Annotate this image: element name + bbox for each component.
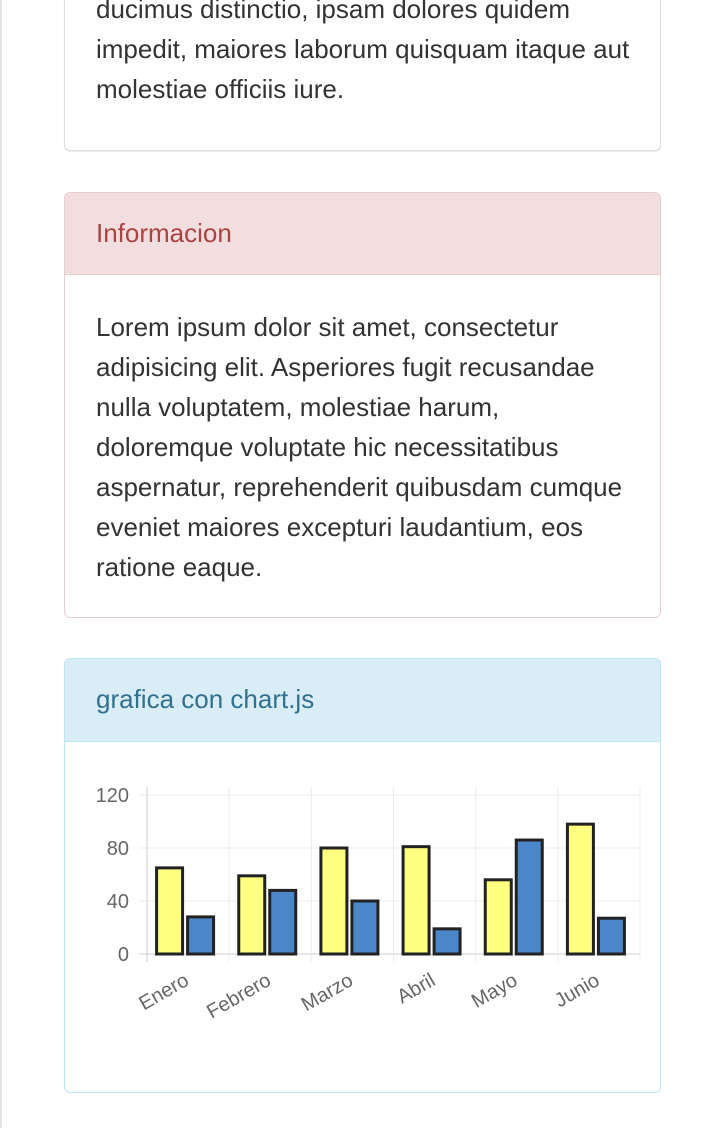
info-panel-text: Lorem ipsum dolor sit amet, consectetur … [96, 312, 623, 582]
x-tick-label: Junio [551, 969, 603, 1012]
top-panel-text: ducimus distinctio, ipsam dolores quidem… [96, 0, 630, 104]
info-panel-body: Lorem ipsum dolor sit amet, consectetur … [65, 275, 660, 587]
bar-febrero-s2 [268, 888, 298, 956]
x-tick-label: Mayo [468, 969, 521, 1013]
x-tick-label: Marzo [298, 969, 357, 1016]
info-panel: Informacion Lorem ipsum dolor sit amet, … [64, 192, 661, 618]
y-tick-label: 40 [107, 891, 129, 913]
chart-container: 0 40 80 120 Enero Febrero Marzo Abril Mayo Junio [65, 742, 660, 1072]
chart-panel-heading: grafica con chart.js [65, 659, 660, 742]
y-tick-label: 120 [96, 785, 129, 807]
bar-junio-s1 [565, 822, 595, 956]
bar-mayo-s1 [483, 878, 513, 956]
x-tick-label: Enero [135, 969, 192, 1015]
bar-marzo-s2 [350, 899, 380, 956]
bar-enero-s1 [155, 866, 185, 956]
y-tick-label: 0 [118, 944, 129, 966]
bar-enero-s2 [186, 915, 216, 956]
top-panel: ducimus distinctio, ipsam dolores quidem… [64, 0, 661, 151]
info-panel-heading: Informacion [65, 193, 660, 275]
bar-marzo-s1 [319, 846, 349, 956]
bar-abril-s2 [432, 927, 462, 956]
chart-panel: grafica con chart.js 0 40 80 120 Enero Febrer… [64, 658, 661, 1093]
y-tick-label: 80 [107, 838, 129, 860]
bar-junio-s2 [596, 916, 626, 956]
x-tick-label: Febrero [203, 969, 275, 1023]
bar-febrero-s1 [237, 874, 267, 956]
bar-mayo-s2 [514, 838, 544, 956]
bar-chart: 0 40 80 120 Enero Febrero Marzo Abril Mayo Junio [96, 785, 641, 1023]
x-tick-label: Abril [393, 969, 439, 1008]
bar-abril-s1 [401, 845, 431, 956]
